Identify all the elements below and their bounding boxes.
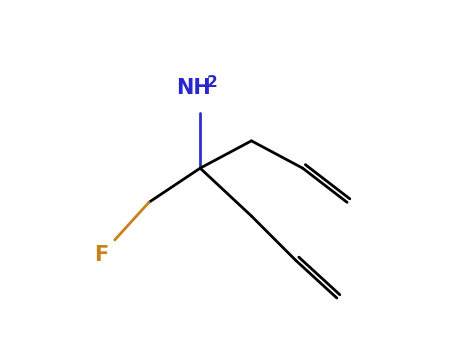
Text: 2: 2 <box>207 75 217 90</box>
Text: F: F <box>94 245 108 265</box>
Text: NH: NH <box>176 78 211 98</box>
